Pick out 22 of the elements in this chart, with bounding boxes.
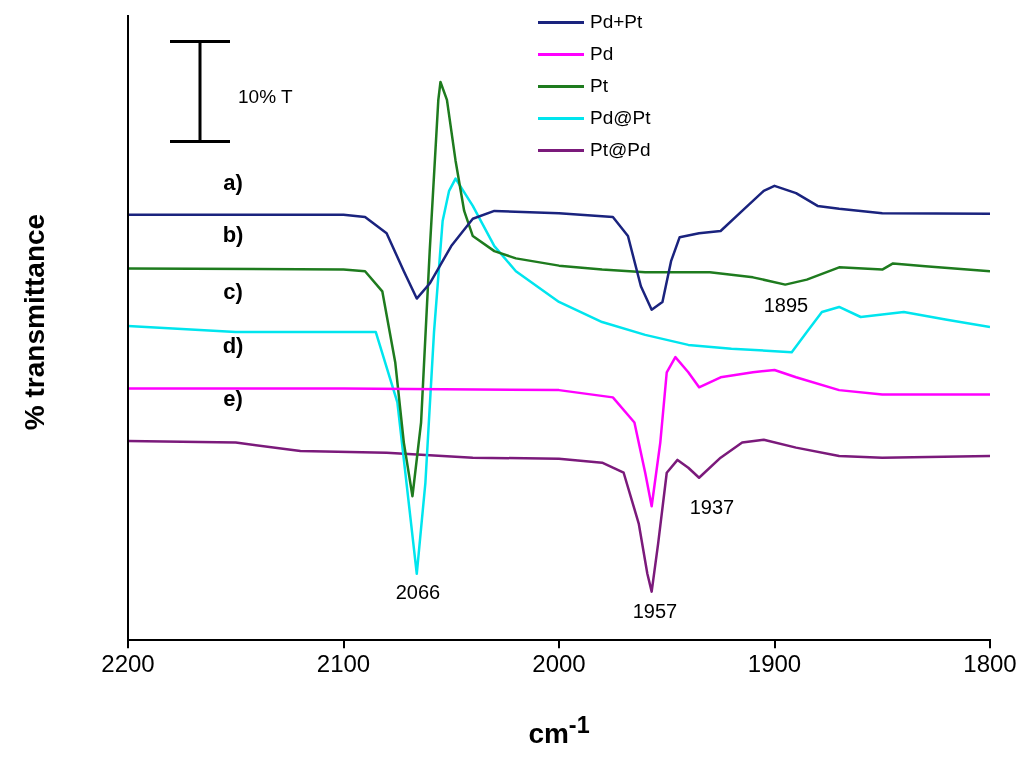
- x-axis-title: cm$^{-1}$: [527, 712, 591, 751]
- legend-label: Pd+Pt: [590, 11, 643, 33]
- legend-label: Pt: [590, 75, 608, 97]
- annotation: b): [222, 222, 244, 248]
- annotation: 1937: [689, 495, 735, 518]
- x-tick-label: 2000: [532, 650, 586, 678]
- annotation: 1895: [763, 293, 809, 316]
- legend-label: Pd@Pt: [590, 107, 651, 129]
- legend-label: Pt@Pd: [590, 139, 651, 161]
- annotation: 10% T: [238, 86, 293, 108]
- annotation: 2066: [395, 580, 441, 603]
- legend-label: Pd: [590, 43, 614, 65]
- annotation: e): [223, 386, 243, 412]
- x-tick-label: 1900: [747, 650, 802, 678]
- x-tick-label: 2200: [101, 650, 155, 678]
- annotation: a): [223, 170, 243, 196]
- x-tick-label: 1800: [963, 650, 1017, 678]
- x-tick-label: 2100: [316, 650, 371, 678]
- annotation: 1957: [632, 599, 678, 622]
- annotation: d): [222, 333, 244, 359]
- y-axis-title: % transmittance: [19, 212, 51, 433]
- annotation: c): [223, 279, 243, 305]
